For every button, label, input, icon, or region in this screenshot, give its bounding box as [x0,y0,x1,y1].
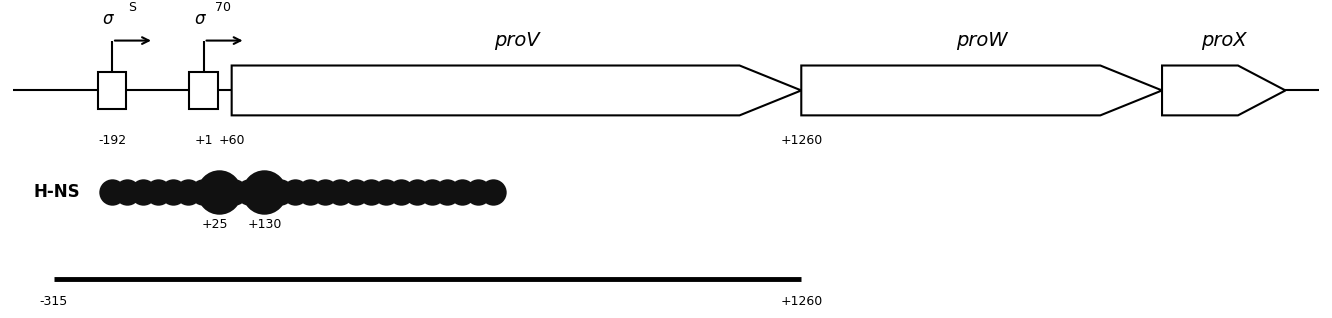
Text: -315: -315 [40,294,68,308]
Text: proX: proX [1201,31,1247,50]
Bar [189,72,218,109]
Text: σ: σ [194,10,205,28]
Text: +1: +1 [194,134,213,147]
Text: -192: -192 [99,134,127,147]
Polygon shape [1162,66,1285,115]
Text: proV: proV [494,31,539,50]
Text: S: S [128,1,136,14]
Text: proW: proW [956,31,1007,50]
Text: 70: 70 [216,1,232,14]
Bar [97,72,127,109]
Text: +130: +130 [248,218,282,231]
Text: σ: σ [103,10,113,28]
Text: H-NS: H-NS [33,183,80,201]
Text: +60: +60 [218,134,245,147]
Polygon shape [802,66,1162,115]
Text: +1260: +1260 [781,294,822,308]
Text: +25: +25 [202,218,228,231]
Text: +1260: +1260 [781,134,822,147]
Polygon shape [232,66,802,115]
